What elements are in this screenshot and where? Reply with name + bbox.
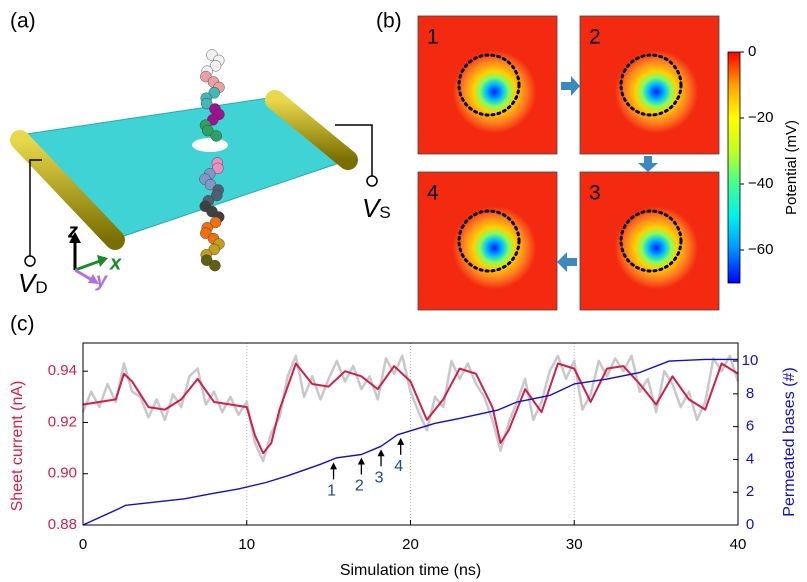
series-line: [82, 358, 738, 526]
subscript: D: [35, 278, 47, 297]
series-line: [81, 354, 740, 463]
x-tick-label: 30: [566, 536, 583, 553]
frame-number: 2: [589, 26, 601, 49]
axis-arrowhead: [88, 274, 99, 284]
annotation-label: 2: [355, 478, 364, 495]
panel-label: (c): [10, 313, 35, 336]
annotation-label: 1: [327, 483, 336, 500]
nucleotide: [210, 130, 222, 142]
potential-maps: 1 2 3 4: [417, 15, 720, 311]
panel-label: (a): [10, 10, 36, 33]
nucleotide: [211, 189, 223, 202]
nucleotide: [209, 259, 221, 272]
nucleotide: [208, 243, 220, 256]
colorbar: 0 −20 −40 −60 Potential (mV): [727, 43, 800, 284]
x-tick-label: 20: [402, 536, 419, 553]
nucleotide: [200, 97, 213, 110]
axis-arrow: [74, 259, 101, 272]
annotation-label: 4: [394, 458, 403, 475]
pore-outline: [457, 53, 521, 117]
y-tick-label: 0.90: [48, 465, 77, 482]
y2-tick-label: 4: [746, 450, 754, 467]
sequence-arrows: [557, 76, 658, 272]
x-axis-label: Simulation time (ns): [340, 562, 481, 579]
drain-label: VD: [18, 268, 48, 298]
frame-number: 3: [589, 182, 601, 205]
plot-frame: [82, 342, 739, 526]
axis-label: x: [109, 252, 122, 274]
pore-outline: [457, 209, 521, 273]
nucleotide: [209, 216, 222, 229]
y2-tick-label: 10: [742, 352, 759, 369]
device-illustration: [10, 49, 378, 284]
axis-arrowhead: [97, 255, 108, 267]
subscript: S: [379, 203, 390, 222]
symbol: V: [18, 268, 38, 298]
annotation-arrowhead: [377, 449, 385, 457]
axis-arrow: [74, 268, 93, 282]
electrode: [10, 130, 125, 250]
dna-strand: [199, 49, 225, 272]
x-tick-label: 40: [730, 536, 747, 553]
nucleotide: [200, 254, 213, 266]
y2-axis-label: Permeated bases (#): [781, 367, 798, 516]
potential-map: [417, 171, 558, 311]
panel-label: (b): [376, 10, 402, 33]
wire: [29, 159, 42, 256]
y2-tick-label: 8: [746, 385, 754, 402]
nucleotide: [202, 124, 214, 137]
annotation-arrowhead: [397, 437, 405, 445]
annotation-arrowhead: [330, 462, 338, 470]
electrode: [265, 90, 358, 170]
potential-map: [579, 15, 720, 155]
arrow: [638, 156, 658, 172]
terminal: [24, 255, 36, 267]
y-axis-label: Sheet current (nA): [9, 381, 26, 512]
pore-outline: [619, 53, 683, 117]
y2-tick-label: 0: [746, 516, 754, 533]
y-tick-label: 0.88: [48, 516, 77, 533]
x-tick-label: 10: [238, 536, 255, 553]
y2-tick-label: 6: [746, 418, 754, 435]
annotation-arrowhead: [357, 457, 365, 465]
nucleotide: [212, 162, 224, 175]
nanopore: [192, 138, 228, 152]
source-label: VS: [362, 193, 391, 223]
symbol: V: [362, 193, 382, 223]
potential-map: [579, 171, 720, 311]
arrow: [557, 252, 577, 272]
terminal: [366, 175, 378, 187]
axis-label: y: [95, 269, 108, 291]
pore-outline: [619, 209, 683, 273]
frame-number: 1: [427, 26, 439, 49]
axis-label: z: [67, 220, 78, 242]
arrow: [561, 76, 580, 96]
colorbar-tick-label: 0: [748, 43, 756, 60]
colorbar-scale: [727, 51, 741, 284]
y-tick-label: 0.94: [48, 362, 77, 379]
y-tick-label: 0.92: [48, 413, 77, 430]
frame-number: 4: [427, 182, 439, 205]
annotation-label: 3: [375, 470, 384, 487]
wire: [335, 124, 373, 176]
colorbar-tick-label: −20: [748, 109, 773, 126]
potential-map: [417, 15, 558, 155]
y2-tick-label: 2: [746, 483, 754, 500]
series-line: [82, 362, 739, 455]
colorbar-tick-label: −60: [748, 241, 773, 258]
axis-arrowhead: [69, 232, 81, 243]
nucleotide: [209, 60, 222, 72]
x-tick-label: 0: [79, 536, 87, 553]
colorbar-label: Potential (mV): [783, 120, 800, 215]
colorbar-tick-label: −40: [748, 175, 773, 192]
nucleotide: [208, 87, 220, 99]
